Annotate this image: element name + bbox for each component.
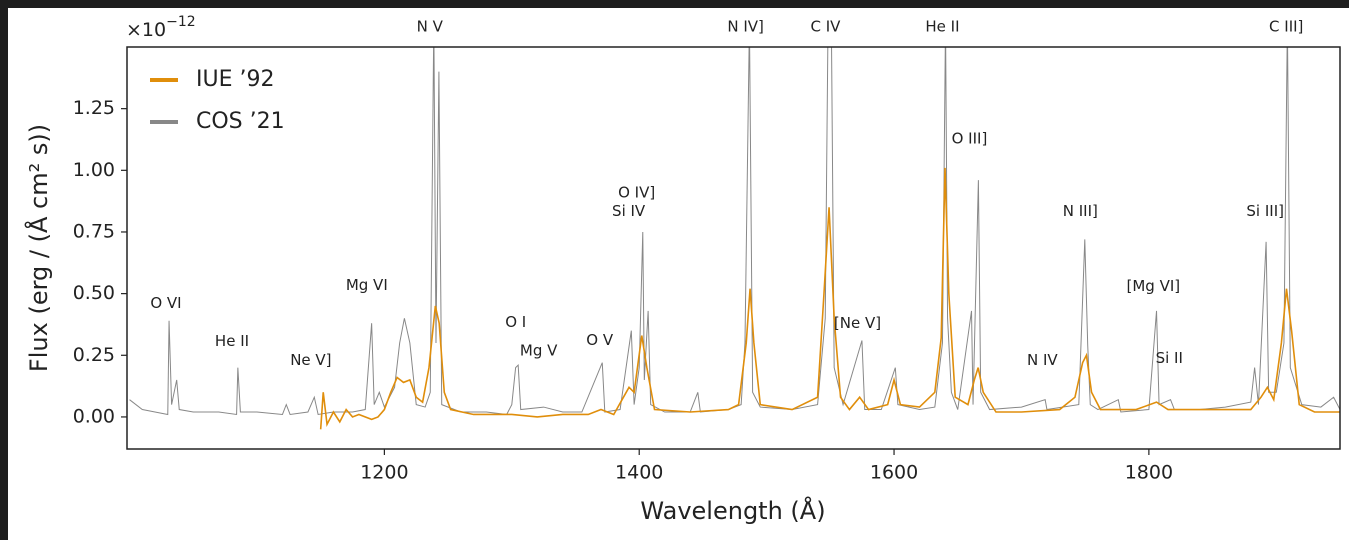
line-annotation: N V (417, 18, 444, 36)
line-annotation: O V (586, 331, 614, 349)
y-tick-label: 0.00 (73, 405, 115, 427)
offset-text: ×10−12 (126, 14, 196, 41)
legend-label: IUE ’92 (196, 67, 274, 92)
y-tick-label: 0.25 (73, 344, 115, 366)
line-annotation: Si III] (1246, 202, 1284, 220)
line-annotation: He II (925, 18, 959, 36)
line-annotation: Mg V (520, 341, 558, 359)
line-annotation: Ne V] (290, 351, 331, 369)
axes-frame (126, 46, 1341, 450)
legend-label: COS ’21 (196, 109, 285, 134)
y-tick-label: 1.25 (73, 97, 115, 119)
y-axis-label: Flux (erg / (Å cm² s)) (24, 124, 53, 372)
line-annotation: C IV (811, 18, 842, 36)
line-annotation: [Ne V] (834, 314, 881, 332)
line-annotation: O I (505, 313, 526, 331)
x-tick-label: 1200 (360, 462, 408, 484)
line-annotation: N IV] (727, 18, 764, 36)
x-tick-label: 1600 (870, 462, 918, 484)
line-annotation: N IV (1027, 351, 1058, 369)
line-annotation: N III] (1063, 202, 1098, 220)
offset-base: ×10 (126, 19, 166, 41)
x-tick-label: 1400 (615, 462, 663, 484)
y-tick-label: 0.75 (73, 220, 115, 242)
line-annotation: He II (215, 332, 249, 350)
y-tick-label: 0.50 (73, 282, 115, 304)
line-annotation: Mg VI (346, 276, 388, 294)
series-line (319, 167, 1340, 430)
offset-exponent: −12 (166, 14, 196, 30)
line-annotation: [Mg VI] (1127, 277, 1181, 295)
line-annotation: O IV] (618, 184, 655, 202)
line-annotation: Si IV (612, 202, 646, 220)
plot-area (129, 47, 1340, 430)
line-annotation: Si II (1156, 349, 1183, 367)
line-annotation: O VI (150, 294, 181, 312)
background (8, 8, 1349, 540)
x-axis-label: Wavelength (Å) (640, 496, 825, 525)
line-annotation: O III] (952, 130, 988, 148)
y-tick-label: 1.00 (73, 159, 115, 181)
line-annotation: C III] (1269, 18, 1303, 36)
x-tick-label: 1800 (1125, 462, 1173, 484)
